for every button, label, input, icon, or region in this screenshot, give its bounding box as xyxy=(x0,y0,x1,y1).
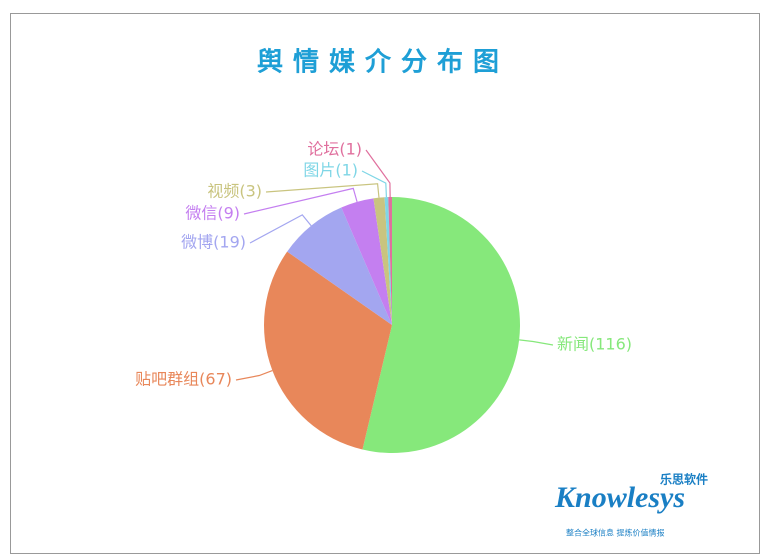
pie-slice xyxy=(388,197,392,325)
pie-slice xyxy=(341,198,392,325)
leader-line xyxy=(519,339,554,346)
logo-brand-cn: 乐思软件 xyxy=(660,472,708,487)
leader-line xyxy=(249,214,312,244)
chart-title: 舆情媒介分布图 xyxy=(257,47,509,78)
data-label: 新闻(116) xyxy=(557,335,632,354)
leader-line xyxy=(365,149,391,198)
leader-line xyxy=(235,369,273,381)
leader-line xyxy=(265,183,380,198)
pie-slice xyxy=(362,197,520,453)
data-label: 视频(3) xyxy=(207,182,262,201)
data-label: 微信(9) xyxy=(185,204,240,223)
data-label: 图片(1) xyxy=(303,161,358,180)
pie-slice xyxy=(384,197,392,325)
logo: Knowlesys 乐思软件 整合全球信息 提炼价值情报 xyxy=(554,472,708,538)
logo-brand: Knowlesys xyxy=(554,481,685,514)
leader-line xyxy=(361,170,388,198)
data-label: 微博(19) xyxy=(181,233,246,252)
pie-slice xyxy=(373,197,392,325)
logo-slogan: 整合全球信息 提炼价值情报 xyxy=(566,528,665,538)
data-label: 论坛(1) xyxy=(307,140,362,159)
pie-slice xyxy=(287,207,392,325)
leader-line xyxy=(243,187,358,215)
data-label: 贴吧群组(67) xyxy=(135,370,232,389)
pie-slice xyxy=(263,251,392,450)
